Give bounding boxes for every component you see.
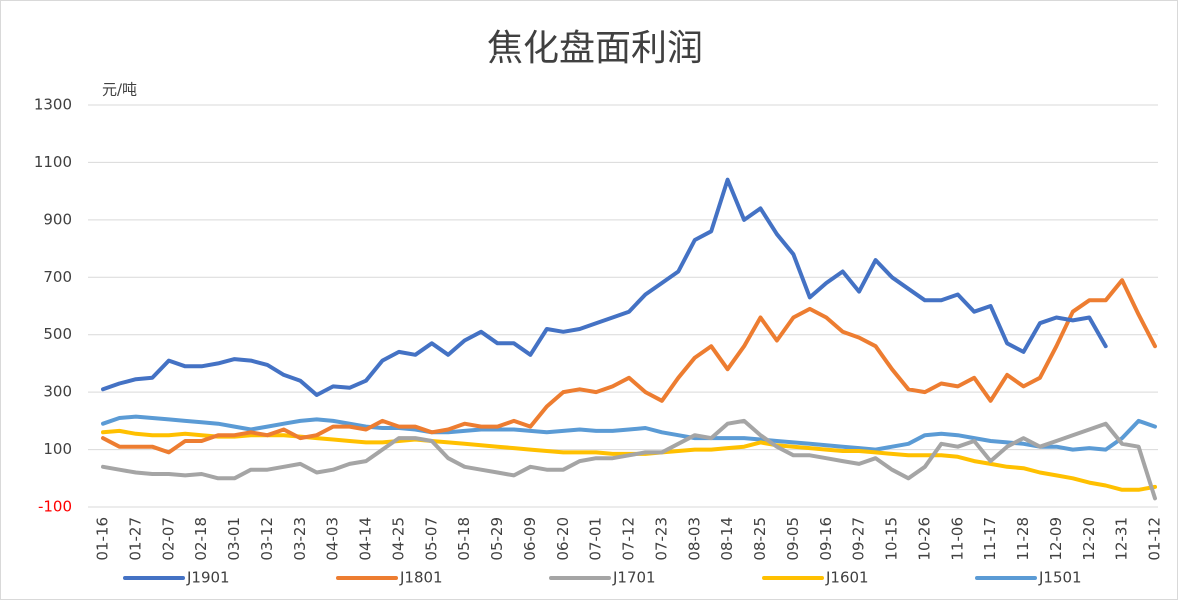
x-tick-label: 06-20	[554, 517, 572, 561]
chart-title: 焦化盘面利润	[487, 28, 703, 69]
series-line	[101, 414, 1157, 452]
x-tick-label: 12-09	[1047, 517, 1065, 561]
x-tick-label: 06-09	[521, 517, 539, 561]
x-tick-label: 11-17	[981, 517, 999, 561]
y-axis-label: 元/吨	[102, 81, 137, 99]
x-tick-label: 07-12	[620, 517, 638, 561]
x-tick-label: 07-01	[587, 517, 605, 561]
x-tick-label: 10-15	[883, 517, 901, 561]
x-tick-label: 12-31	[1113, 517, 1131, 561]
x-tick-label: 04-03	[324, 517, 342, 561]
series-line	[101, 418, 1157, 501]
legend-label: J1501	[1038, 569, 1082, 587]
y-tick-label: 100	[43, 440, 72, 458]
y-tick-label: 500	[43, 325, 72, 343]
x-tick-label: 02-07	[159, 517, 177, 561]
y-tick-label: -100	[38, 498, 72, 516]
x-tick-label: 09-16	[817, 517, 835, 561]
y-tick-label: 300	[43, 383, 72, 401]
legend-label: J1701	[612, 569, 656, 587]
x-tick-label: 05-29	[488, 517, 506, 561]
x-tick-label: 08-14	[718, 517, 736, 561]
x-tick-label: 03-01	[225, 517, 243, 561]
x-tick-label: 09-05	[784, 517, 802, 561]
legend-label: J1801	[399, 569, 443, 587]
x-tick-label: 11-06	[948, 517, 966, 561]
x-tick-label: 05-07	[422, 517, 440, 561]
y-tick-label: 1300	[34, 96, 72, 114]
x-tick-label: 03-23	[291, 517, 309, 561]
x-tick-label: 03-12	[258, 517, 276, 561]
x-tick-label: 07-23	[652, 517, 670, 561]
x-tick-label: 01-12	[1146, 517, 1164, 561]
legend-label: J1601	[825, 569, 869, 587]
x-tick-label: 08-25	[751, 517, 769, 561]
series-line	[101, 177, 1108, 397]
series-line	[101, 278, 1157, 455]
x-tick-label: 09-27	[850, 517, 868, 561]
y-tick-label: 900	[43, 210, 72, 228]
x-tick-label: 10-26	[915, 517, 933, 561]
x-tick-label: 02-18	[192, 517, 210, 561]
x-tick-label: 12-20	[1080, 517, 1098, 561]
x-tick-label: 04-14	[357, 517, 375, 561]
x-tick-label: 08-03	[685, 517, 703, 561]
x-tick-label: 01-16	[94, 517, 112, 561]
y-tick-label: 700	[43, 268, 72, 286]
x-tick-label: 05-18	[455, 517, 473, 561]
x-tick-label: 04-25	[389, 517, 407, 561]
legend-label: J1901	[186, 569, 230, 587]
x-tick-label: 01-27	[126, 517, 144, 561]
x-tick-label: 11-28	[1014, 517, 1032, 561]
y-tick-label: 1100	[34, 153, 72, 171]
